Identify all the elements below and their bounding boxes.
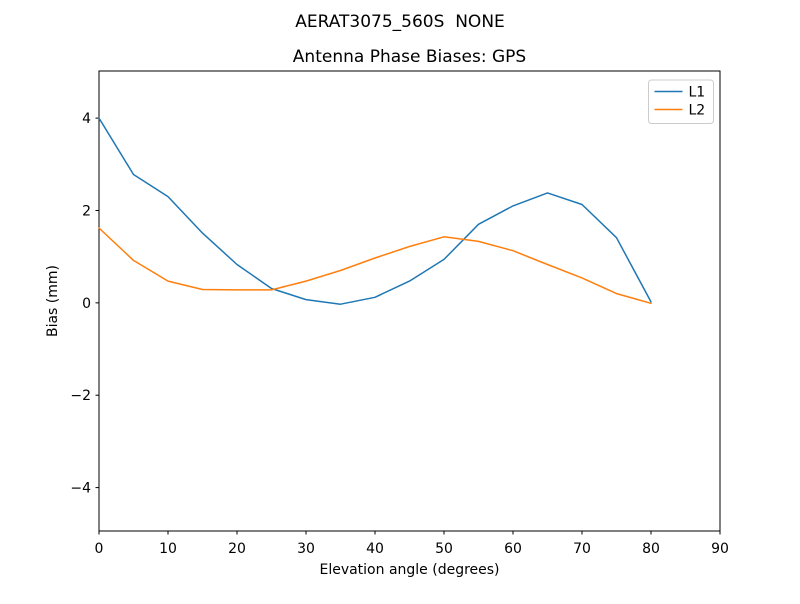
- x-tick-label: 60: [504, 541, 522, 557]
- x-tick-label: 50: [435, 541, 453, 557]
- x-tick-label: 0: [95, 541, 104, 557]
- legend-label-l2: L2: [689, 103, 706, 119]
- plot-area: [98, 70, 721, 532]
- series-lines: [98, 117, 652, 305]
- series-line-l1: [98, 117, 652, 305]
- legend-label-l1: L1: [689, 85, 706, 101]
- y-tick-label: −2: [70, 388, 91, 404]
- x-tick-label: 30: [297, 541, 315, 557]
- axes-title: Antenna Phase Biases: GPS: [293, 47, 526, 67]
- series-line-l2: [98, 227, 652, 305]
- x-tick-label: 10: [159, 541, 177, 557]
- x-axis-label: Elevation angle (degrees): [319, 562, 499, 578]
- x-tick-label: 80: [642, 541, 660, 557]
- y-tick-label: −4: [70, 481, 91, 497]
- x-tick-label: 40: [366, 541, 384, 557]
- y-axis-ticks: −4 −2 0 2 4: [70, 111, 99, 497]
- y-tick-label: 2: [82, 203, 91, 219]
- x-axis-ticks: 0 10 20 30 40 50 60 70 80 90: [95, 531, 729, 557]
- figure-title: AERAT3075_560S NONE: [295, 12, 505, 32]
- x-tick-label: 70: [573, 541, 591, 557]
- y-tick-label: 0: [82, 296, 91, 312]
- x-tick-label: 20: [228, 541, 246, 557]
- y-tick-label: 4: [82, 111, 91, 127]
- y-axis-label: Bias (mm): [45, 265, 61, 337]
- x-tick-label: 90: [711, 541, 729, 557]
